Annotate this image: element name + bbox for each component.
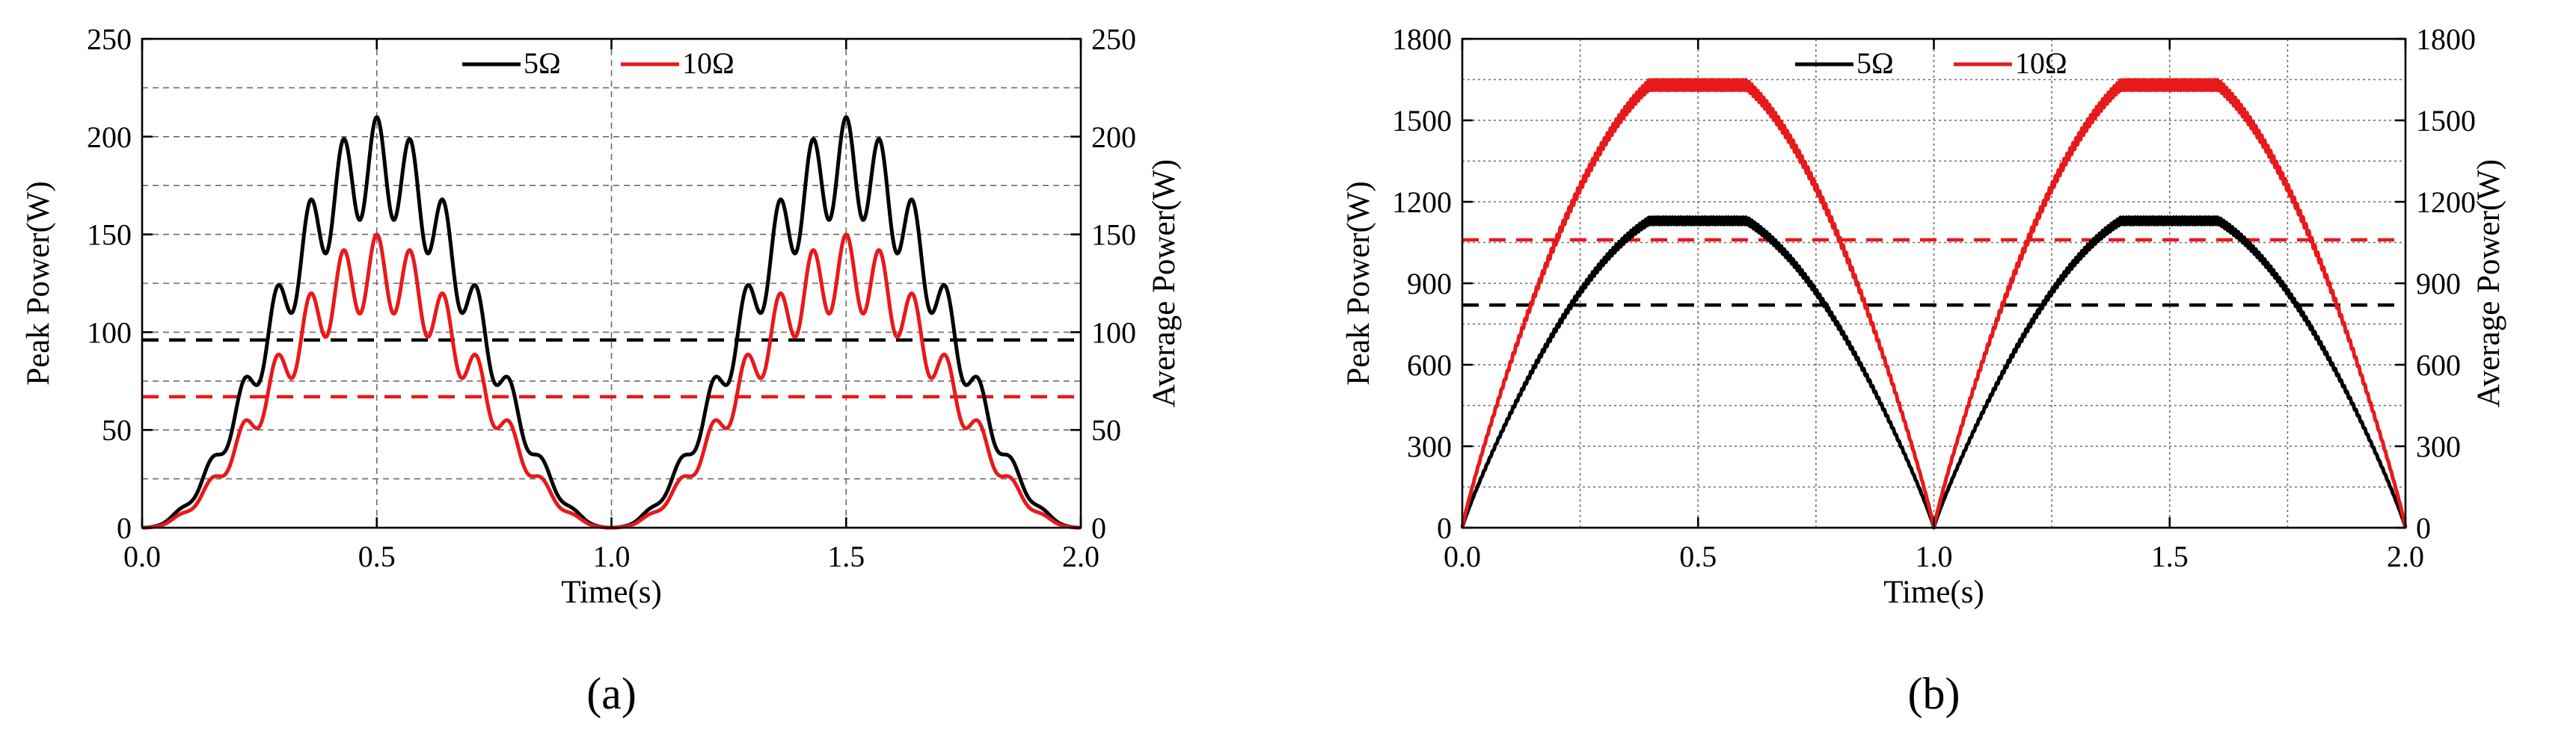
y2-axis-label: Average Power(W) bbox=[1147, 159, 1182, 407]
y2-tick-label: 200 bbox=[1091, 120, 1136, 154]
x-axis-label: Time(s) bbox=[561, 575, 662, 610]
x-tick-label: 1.0 bbox=[593, 540, 631, 573]
x-tick-label: 0.5 bbox=[1679, 540, 1717, 573]
y2-tick-label: 600 bbox=[2416, 348, 2461, 382]
y-tick-label: 900 bbox=[1407, 267, 1452, 300]
y2-tick-label: 1200 bbox=[2416, 185, 2476, 219]
y-tick-label: 1500 bbox=[1392, 104, 1452, 138]
y2-tick-label: 150 bbox=[1091, 218, 1136, 252]
legend-label-10ohm: 10Ω bbox=[2015, 46, 2067, 80]
y-tick-label: 50 bbox=[102, 413, 132, 447]
y2-tick-label: 0 bbox=[1091, 511, 1106, 545]
y-tick-label: 1800 bbox=[1392, 22, 1452, 56]
y-axis-label: Peak Power(W) bbox=[1341, 181, 1376, 385]
y2-tick-label: 0 bbox=[2416, 511, 2431, 545]
y2-tick-label: 1800 bbox=[2416, 22, 2476, 56]
x-tick-label: 2.0 bbox=[2387, 540, 2424, 573]
y-tick-label: 100 bbox=[87, 315, 132, 349]
panel-label: (b) bbox=[1908, 669, 1960, 718]
y-tick-label: 600 bbox=[1407, 348, 1452, 382]
y2-axis-label: Average Power(W) bbox=[2471, 159, 2506, 407]
y-tick-label: 0 bbox=[117, 511, 132, 545]
series-line-5ohm bbox=[1460, 215, 2408, 530]
x-tick-label: 2.0 bbox=[1062, 540, 1100, 573]
y2-tick-label: 1500 bbox=[2416, 104, 2476, 138]
y2-tick-label: 300 bbox=[2416, 430, 2461, 463]
x-tick-label: 1.5 bbox=[827, 540, 865, 573]
y-tick-label: 250 bbox=[87, 22, 132, 56]
x-tick-label: 0.0 bbox=[1444, 540, 1481, 573]
y-tick-label: 300 bbox=[1407, 430, 1452, 463]
legend-label-5ohm: 5Ω bbox=[1856, 46, 1894, 80]
y2-tick-label: 250 bbox=[1091, 22, 1136, 56]
legend-label-5ohm: 5Ω bbox=[524, 46, 561, 80]
y2-tick-label: 50 bbox=[1091, 413, 1121, 447]
y-tick-label: 200 bbox=[87, 120, 132, 154]
x-tick-label: 0.5 bbox=[358, 540, 396, 573]
x-tick-label: 0.0 bbox=[123, 540, 161, 573]
y2-tick-label: 100 bbox=[1091, 315, 1136, 349]
y2-tick-label: 900 bbox=[2416, 267, 2461, 300]
x-tick-label: 1.0 bbox=[1916, 540, 1953, 573]
x-tick-label: 1.5 bbox=[2151, 540, 2189, 573]
y-tick-label: 0 bbox=[1437, 511, 1452, 545]
x-axis-label: Time(s) bbox=[1883, 575, 1984, 610]
y-tick-label: 150 bbox=[87, 218, 132, 252]
legend-label-10ohm: 10Ω bbox=[682, 46, 735, 80]
y-tick-label: 1200 bbox=[1392, 185, 1452, 219]
y-axis-label: Peak Power(W) bbox=[21, 181, 56, 385]
panel-label: (a) bbox=[586, 669, 637, 718]
